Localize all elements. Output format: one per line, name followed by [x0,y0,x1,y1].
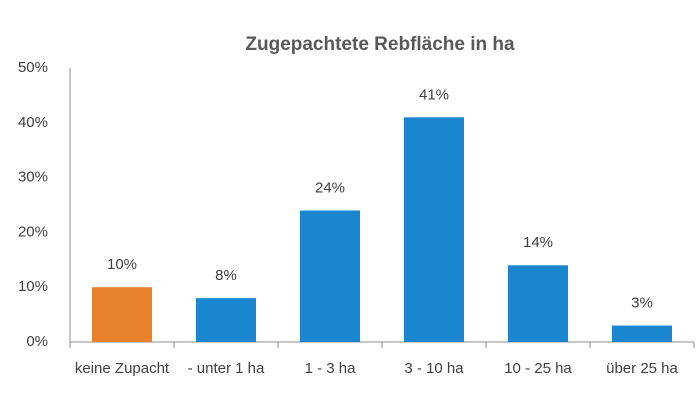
data-label: 24% [315,179,345,196]
data-label: 3% [631,295,653,312]
y-tick-label: 20% [18,223,48,240]
x-tick-label: - unter 1 ha [188,360,265,377]
bar [300,210,360,342]
bar [404,117,464,342]
data-label: 14% [523,234,553,251]
x-tick-label: über 25 ha [606,360,678,377]
x-tick-label: 1 - 3 ha [305,360,357,377]
data-label: 41% [419,86,449,103]
y-tick-label: 0% [26,333,48,350]
x-tick-label: keine Zupacht [75,360,170,377]
data-label: 10% [107,256,137,273]
x-tick-label: 10 - 25 ha [504,360,572,377]
bar [196,298,256,342]
y-tick-label: 50% [18,59,48,76]
bar [508,265,568,342]
y-tick-label: 40% [18,114,48,131]
y-tick-label: 10% [18,278,48,295]
x-tick-label: 3 - 10 ha [404,360,464,377]
bar [612,325,672,342]
data-label: 8% [215,267,237,284]
y-tick-label: 30% [18,169,48,186]
chart-title: Zugepachtete Rebfläche in ha [245,34,515,55]
bar [92,287,152,342]
